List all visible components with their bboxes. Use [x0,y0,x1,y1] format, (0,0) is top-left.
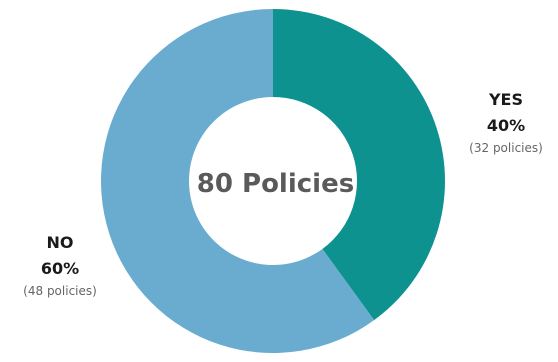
no-category-label: NO [46,233,74,252]
slice-no [100,9,375,354]
yes-count-label: (32 policies) [469,141,543,155]
center-label: 80 Policies [196,169,355,199]
yes-percent-label: 40% [486,116,526,135]
no-count-label: (48 policies) [23,284,97,298]
yes-data-label: YES 40% (32 policies) [452,87,558,157]
slice-yes [273,9,445,321]
no-data-label: NO 60% (48 policies) [4,230,116,300]
no-percent-label: 60% [40,259,80,278]
yes-category-label: YES [488,90,524,109]
